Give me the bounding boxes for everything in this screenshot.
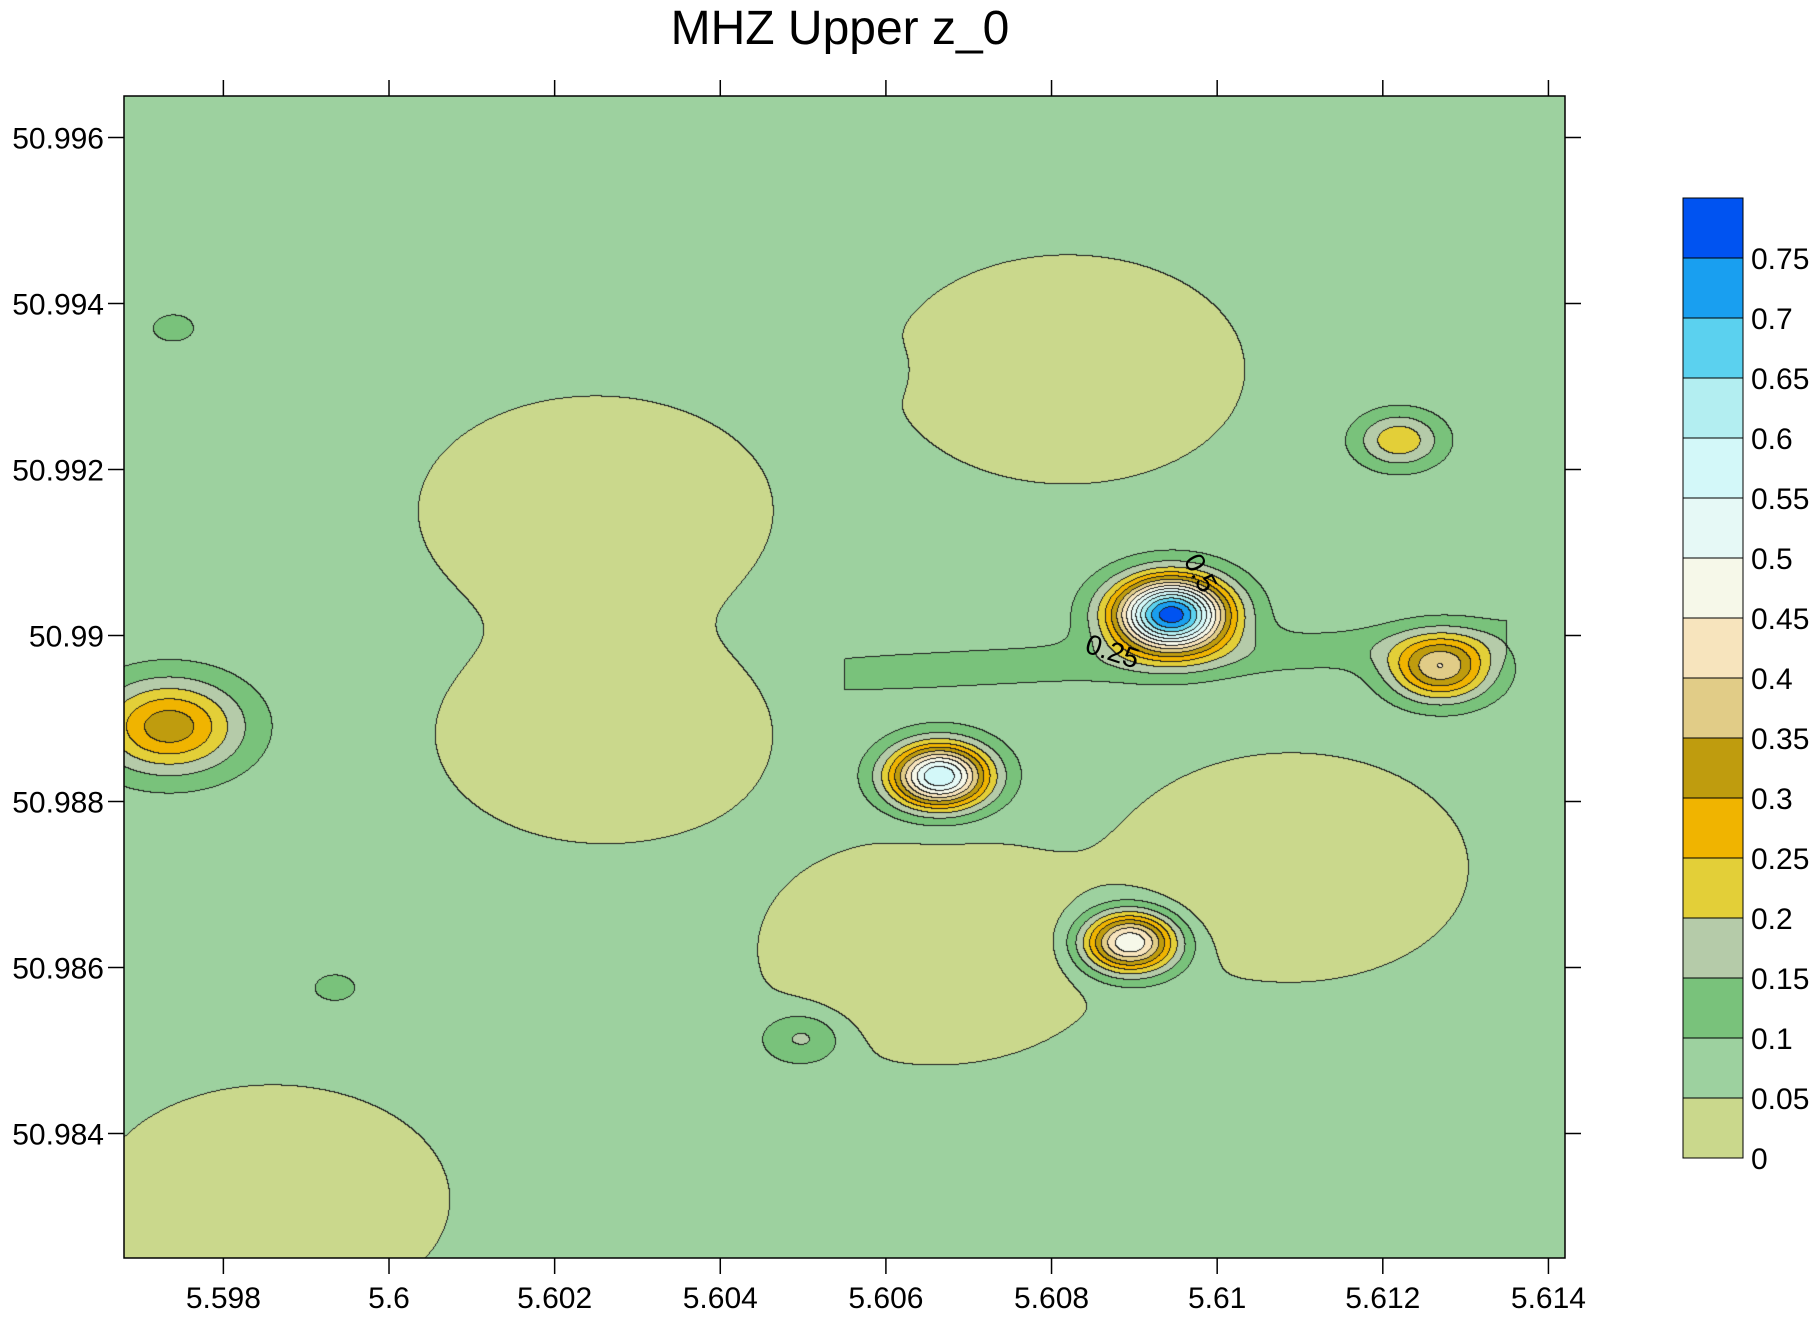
colorbar-swatch <box>1682 1097 1744 1159</box>
colorbar-swatch <box>1682 617 1744 679</box>
colorbar-swatch <box>1682 497 1744 559</box>
colorbar-swatch <box>1682 857 1744 919</box>
colorbar-label: 0.4 <box>1751 663 1793 696</box>
colorbar-swatch <box>1682 257 1744 319</box>
colorbar-swatch <box>1682 797 1744 859</box>
chart-title: MHZ Upper z_0 <box>671 2 1010 55</box>
x-tick-label: 5.6 <box>368 1282 410 1315</box>
colorbar-swatch <box>1682 197 1744 259</box>
contour-field <box>124 96 1565 1258</box>
colorbar-swatch <box>1682 917 1744 979</box>
colorbar-label: 0.7 <box>1751 303 1793 336</box>
x-tick-label: 5.612 <box>1345 1282 1420 1315</box>
y-tick-label: 50.99 <box>29 621 104 654</box>
colorbar-swatch <box>1682 737 1744 799</box>
colorbar-label: 0.35 <box>1751 723 1809 756</box>
colorbar-label: 0 <box>1751 1143 1768 1176</box>
colorbar-swatch <box>1682 557 1744 619</box>
colorbar-swatch <box>1682 977 1744 1039</box>
colorbar-label: 0.05 <box>1751 1083 1809 1116</box>
y-tick-label: 50.988 <box>12 787 104 820</box>
colorbar-legend: 0 0.05 0.1 0.15 0.2 0.25 0.3 0.35 0.4 0.45 0.5 0.55… <box>1682 197 1809 1176</box>
y-tick-label: 50.984 <box>12 1119 104 1152</box>
y-axis: 50.996 50.994 50.992 50.99 50.988 50.986 50.98… <box>12 123 1581 1152</box>
colorbar-swatch <box>1682 317 1744 379</box>
colorbar-label: 0.6 <box>1751 423 1793 456</box>
x-tick-label: 5.614 <box>1511 1282 1586 1315</box>
x-tick-label: 5.606 <box>848 1282 923 1315</box>
colorbar-label: 0.45 <box>1751 603 1809 636</box>
colorbar-swatch <box>1682 377 1744 439</box>
x-tick-label: 5.608 <box>1014 1282 1089 1315</box>
colorbar-label: 0.2 <box>1751 903 1793 936</box>
colorbar-label: 0.25 <box>1751 843 1809 876</box>
colorbar-label: 0.55 <box>1751 483 1809 516</box>
x-axis: 5.598 5.6 5.602 5.604 5.606 5.608 5.61 5.612 5.6… <box>186 80 1586 1315</box>
plot-area <box>124 96 1565 1258</box>
colorbar-label: 0.75 <box>1751 243 1809 276</box>
colorbar-label: 0.3 <box>1751 783 1793 816</box>
y-tick-label: 50.992 <box>12 455 104 488</box>
x-tick-label: 5.602 <box>517 1282 592 1315</box>
colorbar-label: 0.65 <box>1751 363 1809 396</box>
colorbar-label: 0.1 <box>1751 1023 1793 1056</box>
x-tick-label: 5.598 <box>186 1282 261 1315</box>
colorbar-swatch <box>1682 437 1744 499</box>
colorbar-swatch <box>1682 1037 1744 1099</box>
plot-frame <box>123 95 1566 1259</box>
y-tick-label: 50.986 <box>12 953 104 986</box>
x-tick-label: 5.61 <box>1188 1282 1246 1315</box>
colorbar-label: 0.5 <box>1751 543 1793 576</box>
y-tick-label: 50.996 <box>12 123 104 156</box>
y-tick-label: 50.994 <box>12 289 104 322</box>
colorbar-label: 0.15 <box>1751 963 1809 996</box>
x-tick-label: 5.604 <box>683 1282 758 1315</box>
colorbar-swatch <box>1682 677 1744 739</box>
